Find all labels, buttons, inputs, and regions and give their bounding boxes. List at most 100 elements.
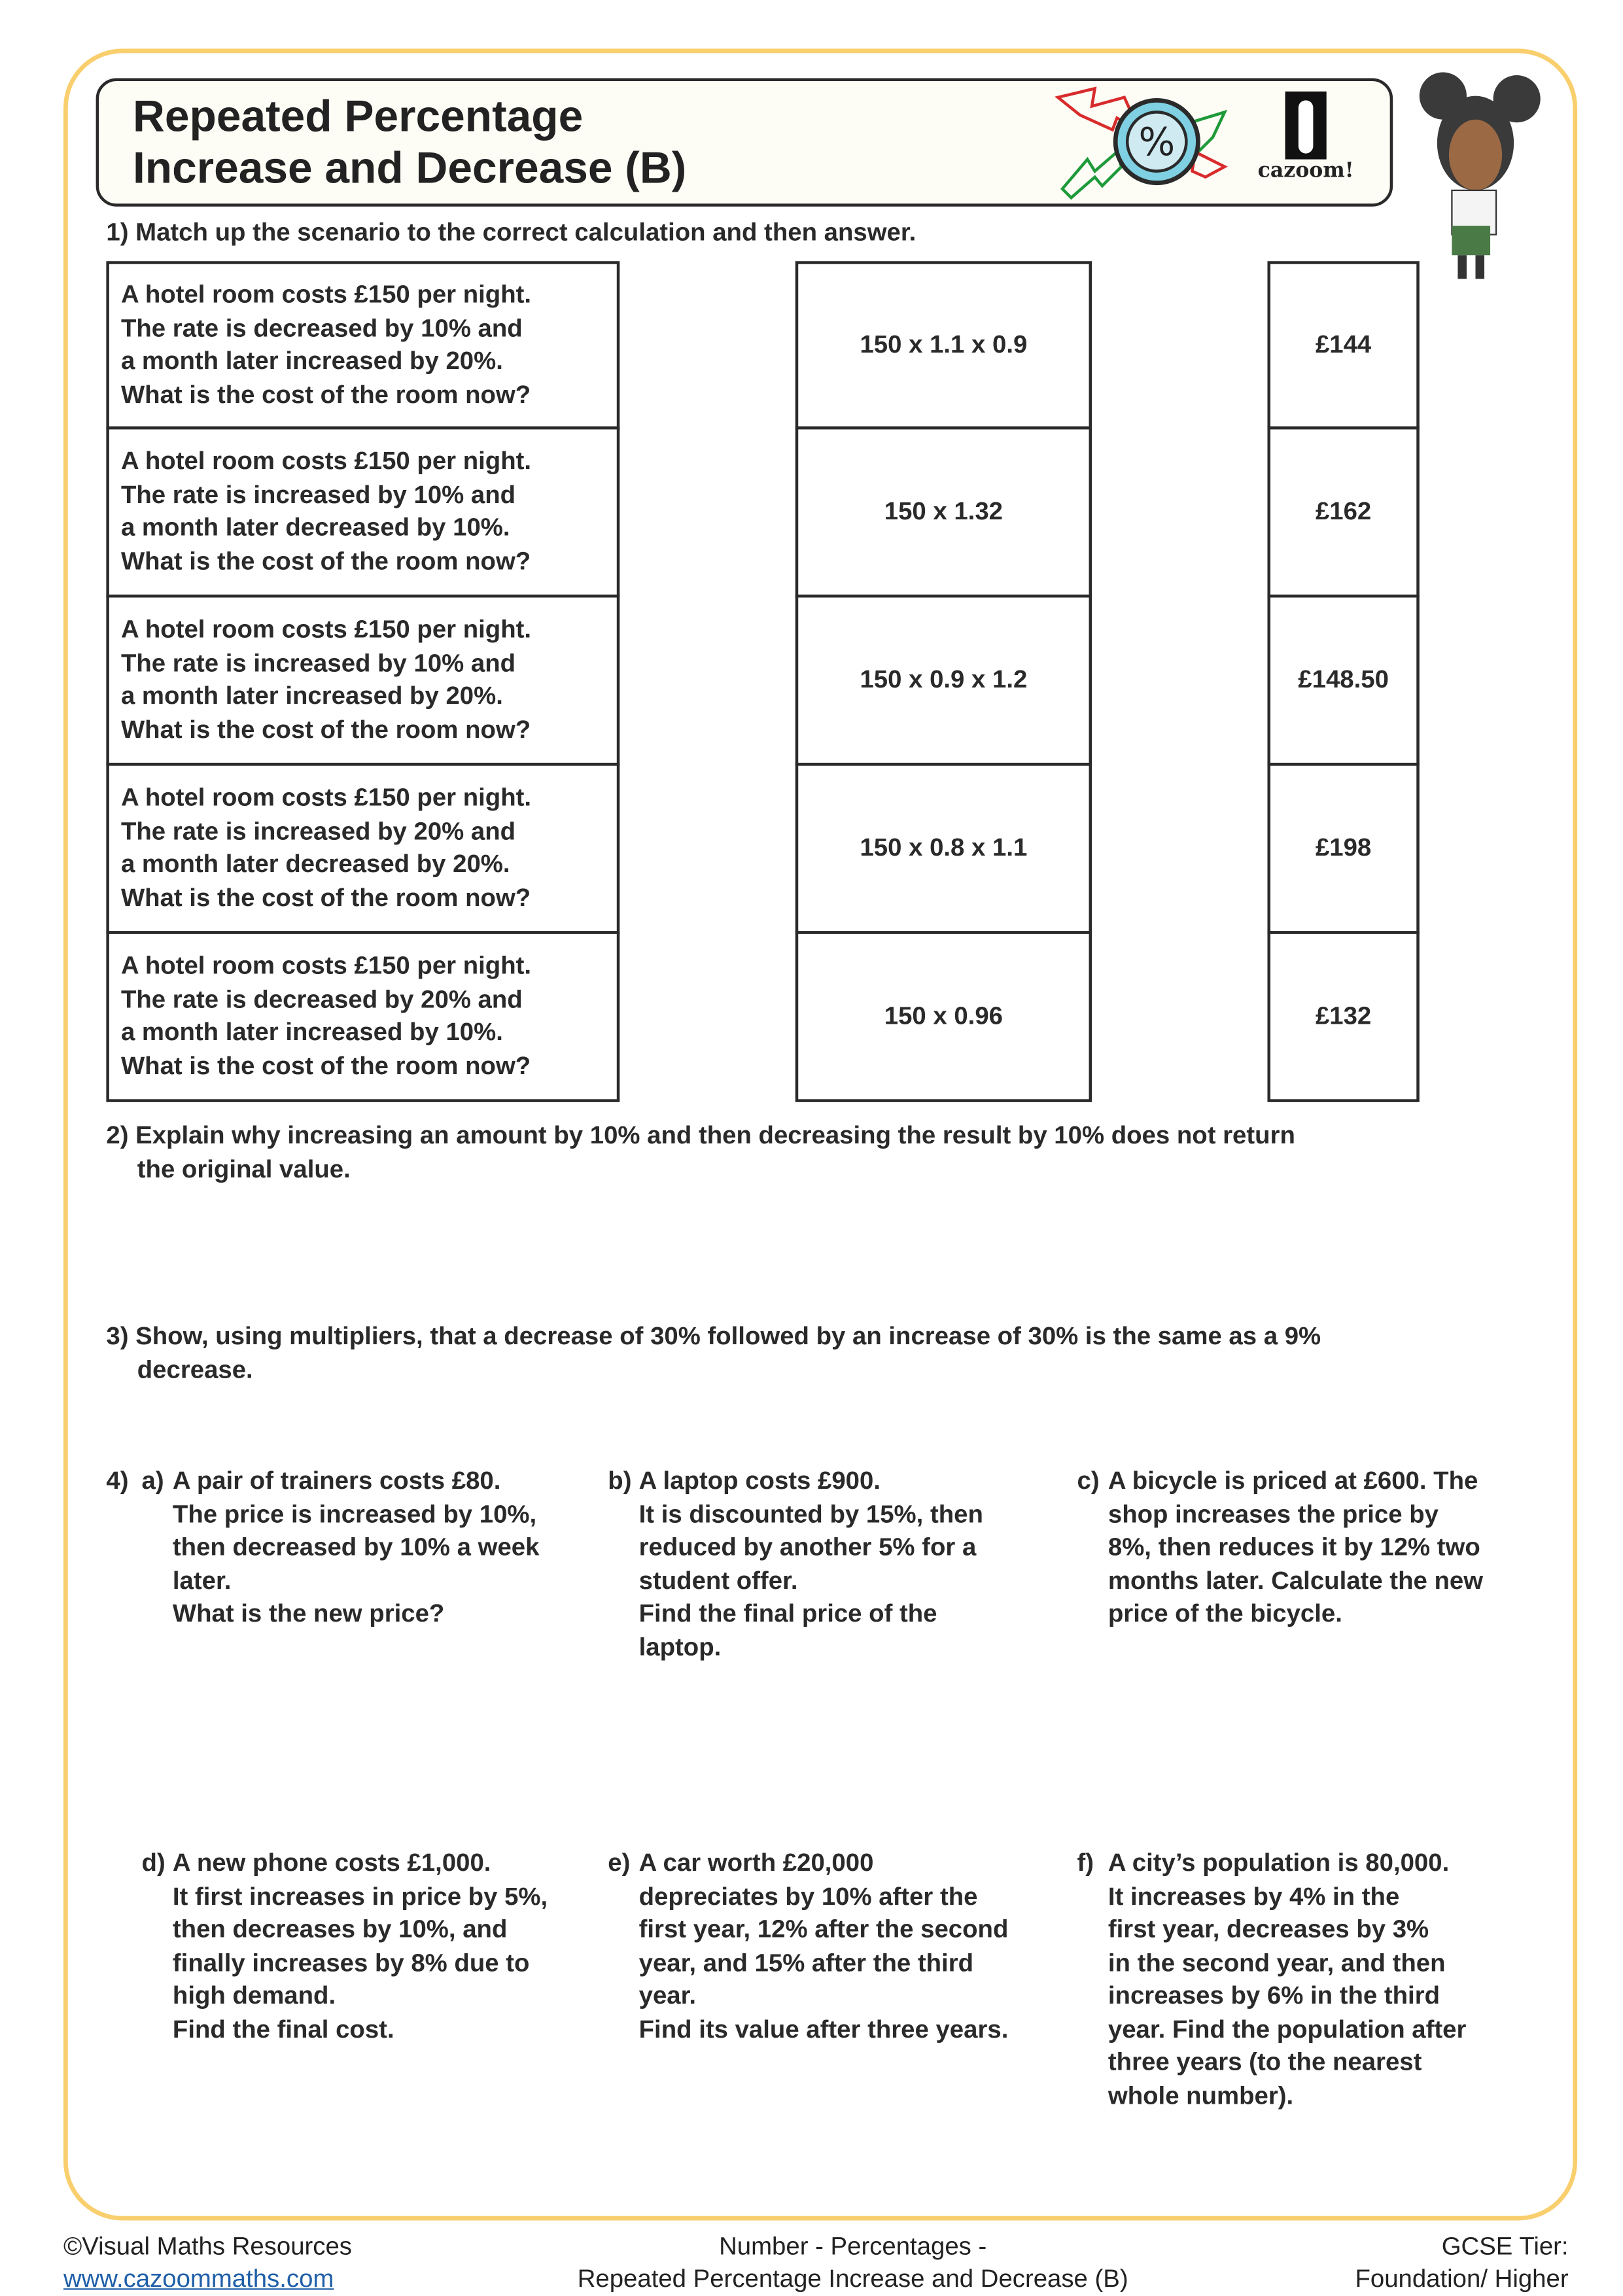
scenario-line: The rate is decreased by 10% and	[120, 313, 523, 342]
tier-label: GCSE Tier:	[1441, 2232, 1569, 2261]
part-text-line: student offer.	[638, 1566, 798, 1595]
part-text-line: A laptop costs £900.	[638, 1466, 881, 1495]
scenario-cell: A hotel room costs £150 per night. The ra…	[106, 426, 620, 598]
answer-cell[interactable]: £148.50	[1267, 594, 1420, 766]
question-3-line-1: 3) Show, using multipliers, that a decre…	[106, 1321, 1321, 1350]
page-title: Repeated Percentage Increase and Decreas…	[133, 92, 686, 195]
scenario-line: A hotel room costs £150 per night.	[120, 280, 532, 309]
part-text-line: in the second year, and then	[1108, 1948, 1446, 1977]
part-text-line: laptop.	[638, 1632, 722, 1661]
part-label: f)	[1077, 1849, 1094, 1877]
calculation-cell[interactable]: 150 x 1.32	[795, 426, 1092, 598]
part-text-line: A car worth £20,000	[638, 1849, 874, 1877]
scenario-line: The rate is increased by 10% and	[120, 648, 516, 677]
part-label: c)	[1077, 1466, 1100, 1495]
scenario-line: a month later decreased by 10%.	[120, 513, 510, 542]
scenario-line: a month later increased by 20%.	[120, 682, 503, 710]
part-text-line: high demand.	[172, 1981, 336, 2009]
svg-text:%: %	[1138, 120, 1175, 164]
scenario-line: a month later increased by 20%.	[120, 347, 503, 375]
question-4-part-a: a) A pair of trainers costs £80. The price…	[142, 1465, 540, 1631]
scenario-line: What is the cost of the room now?	[120, 1051, 531, 1079]
part-text-line: then decreased by 10% a week	[172, 1533, 540, 1561]
question-4-part-c: c) A bicycle is priced at £600. The shop i…	[1077, 1465, 1484, 1631]
calculation-cell[interactable]: 150 x 0.96	[795, 931, 1092, 1102]
website-link[interactable]: www.cazoommaths.com	[63, 2265, 334, 2293]
part-text-line: What is the new price?	[172, 1599, 445, 1627]
question-2-line-1: 2) Explain why increasing an amount by 1…	[106, 1121, 1295, 1150]
answer-cell[interactable]: £198	[1267, 763, 1420, 934]
cazoom-logo: cazoom!	[1247, 91, 1365, 195]
tier-value: Foundation/ Higher	[1355, 2265, 1569, 2293]
part-text-line: three years (to the nearest	[1108, 2047, 1422, 2076]
part-text-line: The price is increased by 10%,	[172, 1499, 537, 1528]
footer-center: Number - Percentages - Repeated Percenta…	[502, 2231, 1204, 2295]
question-4-part-d: d) A new phone costs £1,000. It first incr…	[142, 1847, 548, 2046]
scenario-line: What is the cost of the room now?	[120, 882, 531, 911]
part-text-line: It first increases in price by 5%,	[172, 1881, 548, 1910]
scenario-cell: A hotel room costs £150 per night. The ra…	[106, 763, 620, 934]
scenario-line: What is the cost of the room now?	[120, 379, 531, 408]
question-3-line-2: decrease.	[137, 1355, 253, 1383]
scenario-line: A hotel room costs £150 per night.	[120, 615, 532, 644]
part-text-line: year.	[638, 1981, 697, 2009]
question-2-line-2: the original value.	[137, 1154, 351, 1183]
part-text-line: A city’s population is 80,000.	[1108, 1849, 1450, 1877]
footer-right: GCSE Tier: Foundation/ Higher	[1355, 2231, 1568, 2295]
part-text-line: Find the final price of the	[638, 1599, 937, 1627]
scenario-line: A hotel room costs £150 per night.	[120, 783, 532, 812]
part-text-line: reduced by another 5% for a	[638, 1533, 977, 1561]
part-text-line: finally increases by 8% due to	[172, 1948, 530, 1977]
answer-cell[interactable]: £132	[1267, 931, 1420, 1102]
scenario-line: What is the cost of the room now?	[120, 546, 531, 575]
scenario-line: A hotel room costs £150 per night.	[120, 447, 532, 476]
footer-left: ©Visual Maths Resources www.cazoommaths.…	[63, 2231, 352, 2295]
scenario-line: The rate is increased by 20% and	[120, 816, 516, 845]
part-text-line: first year, 12% after the second	[638, 1915, 1009, 1943]
part-text-line: then decreases by 10%, and	[172, 1915, 508, 1943]
question-1-prompt: 1) Match up the scenario to the correct …	[106, 218, 916, 247]
scenario-cell: A hotel room costs £150 per night. The ra…	[106, 931, 620, 1102]
part-text-line: depreciates by 10% after the	[638, 1881, 978, 1910]
calculation-cell[interactable]: 150 x 1.1 x 0.9	[795, 261, 1092, 430]
part-text-line: It is discounted by 15%, then	[638, 1499, 983, 1528]
percentage-icon: %	[1055, 86, 1228, 200]
question-2: 2) Explain why increasing an amount by 1…	[106, 1120, 1295, 1186]
part-text-line: A bicycle is priced at £600. The	[1108, 1466, 1478, 1495]
topic-line-1: Number - Percentages -	[719, 2232, 987, 2261]
title-line-2: Increase and Decrease (B)	[132, 145, 687, 194]
part-text-line: year, and 15% after the third	[638, 1948, 974, 1977]
answer-cell[interactable]: £162	[1267, 426, 1420, 598]
part-text-line: A new phone costs £1,000.	[172, 1849, 491, 1877]
part-text-line: first year, decreases by 3%	[1108, 1915, 1429, 1943]
calculation-cell[interactable]: 150 x 0.8 x 1.1	[795, 763, 1092, 934]
part-label: d)	[141, 1849, 166, 1877]
scenario-line: The rate is decreased by 20% and	[120, 984, 523, 1013]
scenario-line: a month later increased by 10%.	[120, 1018, 503, 1047]
title-line-1: Repeated Percentage	[132, 93, 584, 142]
part-text-line: year. Find the population after	[1108, 2014, 1467, 2043]
question-4-number: 4)	[106, 1466, 129, 1495]
part-label: e)	[608, 1849, 631, 1877]
part-label: b)	[608, 1466, 632, 1495]
copyright-text: ©Visual Maths Resources	[63, 2232, 353, 2261]
part-text-line: Find the final cost.	[172, 2014, 394, 2043]
scenario-line: The rate is increased by 10% and	[120, 480, 516, 509]
scenario-line: What is the cost of the room now?	[120, 714, 531, 743]
question-4-part-f: f) A city’s population is 80,000. It incre…	[1077, 1847, 1467, 2113]
part-text-line: Find its value after three years.	[638, 2014, 1009, 2043]
part-text-line: shop increases the price by	[1108, 1499, 1439, 1528]
answer-cell[interactable]: £144	[1267, 261, 1420, 430]
logo-text: cazoom!	[1257, 159, 1354, 183]
scenario-cell: A hotel room costs £150 per night. The ra…	[106, 594, 620, 766]
part-text-line: whole number).	[1108, 2081, 1294, 2110]
part-text-line: price of the bicycle.	[1108, 1599, 1342, 1627]
part-text-line: months later. Calculate the new	[1108, 1566, 1484, 1595]
scenario-line: a month later decreased by 20%.	[120, 850, 510, 878]
part-text-line: increases by 6% in the third	[1108, 1981, 1440, 2009]
calculation-cell[interactable]: 150 x 0.9 x 1.2	[795, 594, 1092, 766]
part-text-line: 8%, then reduces it by 12% two	[1108, 1533, 1480, 1561]
scenario-line: A hotel room costs £150 per night.	[120, 951, 532, 980]
question-3: 3) Show, using multipliers, that a decre…	[106, 1321, 1321, 1387]
